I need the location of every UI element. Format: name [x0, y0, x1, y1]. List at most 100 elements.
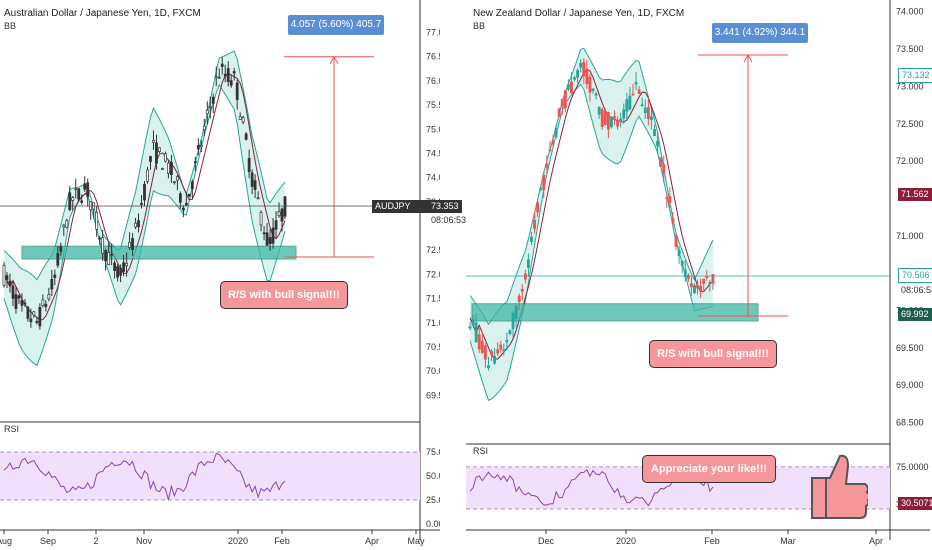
x-tick-label: Feb [704, 536, 720, 546]
callout-like: Appreciate your like!!! [642, 455, 776, 483]
candle-body [625, 99, 629, 112]
candle-body [119, 267, 122, 276]
candle-body [65, 220, 69, 228]
candle-body [110, 253, 114, 256]
candle-body [143, 183, 146, 201]
candle-body [582, 61, 586, 77]
y-tick-label: 71.000 [426, 318, 440, 328]
candle-body [613, 116, 616, 119]
y-tick-label: 74.500 [426, 148, 440, 158]
x-tick-label: Feb [274, 536, 290, 546]
candle-body [220, 63, 224, 67]
y-tick-label: 76.500 [426, 52, 440, 62]
candle-body [256, 197, 260, 200]
bollinger-upper [469, 47, 714, 325]
candle-body [548, 149, 552, 152]
candle-body [545, 163, 549, 168]
x-tick-label: 2020 [616, 536, 636, 546]
candle-body [280, 208, 284, 222]
candle-body [490, 350, 493, 355]
measure-label[interactable]: 3.441 (4.92%) 344.1 [712, 23, 808, 43]
bb-upper-tag: 73.132 [898, 68, 932, 83]
candle-body [101, 237, 105, 254]
candle-body [631, 93, 635, 96]
candle-body [526, 259, 530, 268]
y-tick-label: 76.000 [426, 76, 440, 86]
candle-body [530, 236, 533, 242]
audjpy-chart-panel[interactable]: 77.000 76.500 76.000 75.500 75.000 74.500 74.0… [0, 0, 470, 550]
candle-body [606, 112, 610, 130]
candle-body [113, 262, 117, 271]
candle-body [677, 249, 681, 257]
candle-body [29, 318, 33, 323]
candle-body [557, 108, 561, 117]
candle-body [226, 68, 230, 83]
candle-body [622, 109, 626, 119]
candle-body [202, 125, 206, 130]
candle-body [702, 278, 706, 284]
candle-body [560, 99, 564, 107]
candle-body [152, 140, 155, 143]
last-price-symbol-tag: AUDJPY -1.46% [372, 200, 440, 224]
candle-body [161, 168, 164, 170]
y-tick-label: 70.000 [426, 366, 440, 376]
y-tick-label: 70.500 [426, 342, 440, 352]
candle-body [533, 220, 537, 229]
y-tick-label: 73.000 [896, 81, 924, 91]
y-tick-label: 71.000 [896, 231, 924, 241]
candle-body [474, 322, 478, 343]
candle-body [653, 129, 656, 137]
callout-bull-signal: R/S with bull signal!!! [220, 281, 348, 309]
candle-body [588, 76, 592, 93]
candle-body [95, 211, 99, 230]
candle-body [511, 312, 515, 329]
y-tick-label: 69.500 [896, 343, 924, 353]
candle-body [711, 274, 715, 284]
candle-body [551, 141, 555, 145]
y-tick-label: 69.000 [896, 380, 924, 390]
y-tick-label: 73.500 [896, 44, 924, 54]
candle-body [699, 285, 703, 292]
candle-body [199, 144, 203, 147]
candle-body [277, 211, 281, 217]
candle-body [193, 161, 197, 164]
measure-label[interactable]: 4.057 (5.60%) 405.7 [288, 15, 384, 35]
candle-body [32, 311, 36, 316]
candle-body [17, 295, 21, 299]
chart-title: New Zealand Dollar / Japanese Yen, 1D, F… [473, 8, 685, 19]
x-tick-label: Sep [40, 536, 56, 546]
candle-body [167, 162, 170, 174]
candle-body [283, 196, 287, 217]
candle-body [170, 161, 173, 175]
candle-body [265, 232, 269, 246]
candle-body [603, 110, 607, 125]
candle-body [20, 299, 24, 306]
candle-body [554, 128, 558, 138]
callout-bull-signal: R/S with bull signal!!! [649, 340, 777, 368]
candle-body [539, 188, 543, 190]
y-tick-label: 77.000 [426, 28, 440, 38]
candle-body [686, 274, 690, 279]
y-tick-label: 72.000 [426, 269, 440, 279]
nzdjpy-chart-panel[interactable]: 74.00073.50073.00072.50072.00071.00070.0… [466, 0, 932, 550]
rsi-tick-label: 50.0000 [426, 471, 440, 481]
candle-body [496, 349, 500, 354]
candle-body [274, 220, 278, 230]
rsi-label: RSI [473, 446, 489, 456]
candle-body [683, 269, 687, 278]
candle-body [665, 197, 669, 199]
support-zone [471, 303, 759, 322]
candle-body [668, 196, 672, 203]
x-tick-label: Dec [538, 536, 555, 546]
candle-body [235, 82, 239, 100]
candle-body [662, 164, 666, 174]
candle-body [134, 222, 137, 228]
candle-body [59, 245, 63, 252]
candle-body [649, 116, 653, 121]
candle-body [505, 339, 509, 343]
rsi-tick-label: 25.0000 [426, 495, 440, 505]
candle-body [53, 274, 57, 278]
candle-body [597, 106, 601, 115]
candle-body [542, 174, 546, 190]
candle-body [214, 76, 218, 79]
